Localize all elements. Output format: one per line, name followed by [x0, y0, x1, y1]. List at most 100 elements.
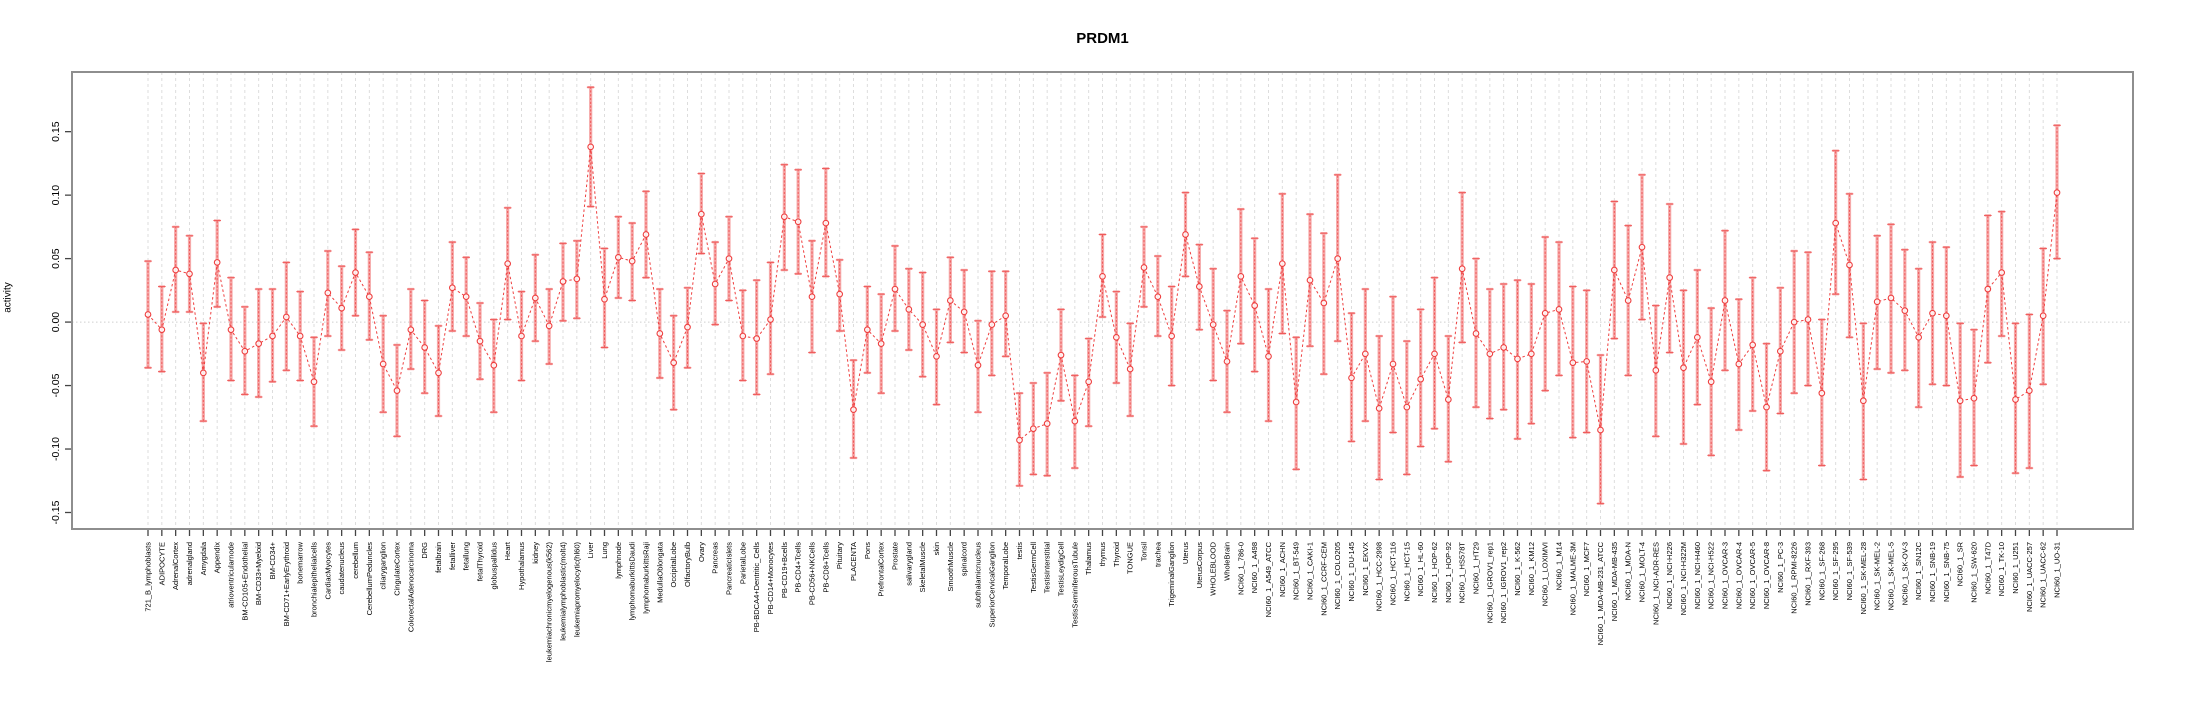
x-axis-label: NCI60_1_HS578T	[1458, 542, 1467, 604]
data-point	[393, 387, 401, 394]
x-axis-label: NCI60_1_NCI-H460	[1693, 542, 1702, 609]
data-point	[1693, 333, 1701, 341]
y-tick-label: 0.15	[50, 121, 62, 142]
x-axis-label: PB-CD8+Tcells	[821, 542, 830, 593]
x-axis-label: NCI60_1_HCT-15	[1402, 542, 1411, 602]
x-axis-label: PrefrontalCortex	[877, 542, 886, 597]
x-axis-label: NCI60_1_SF-295	[1831, 542, 1840, 600]
x-axis-label: fetalliver	[448, 542, 457, 570]
data-point	[919, 321, 927, 328]
data-point	[2012, 396, 2019, 403]
plot-box	[71, 71, 2134, 530]
x-axis-label: NCI60_1_SW-620	[1970, 542, 1979, 603]
data-point	[310, 378, 318, 386]
data-point	[559, 278, 567, 285]
x-axis-label: leukemialymphoblastic(molt4)	[559, 542, 568, 641]
x-axis-label: OccipitalLobe	[669, 542, 678, 587]
data-point	[1929, 309, 1936, 317]
x-axis-label: NCI60_1_NCI-H522	[1707, 542, 1716, 609]
x-axis-label: skin	[932, 542, 941, 555]
data-point	[352, 269, 359, 276]
x-axis-label: PLACENTA	[849, 542, 858, 581]
data-point	[1597, 426, 1604, 434]
x-axis-label: NCI60_1_HCC-2998	[1375, 542, 1384, 611]
x-axis-label: Pituitary	[835, 542, 844, 569]
x-axis-label: NCI60_1_SK-MEL-28	[1859, 542, 1868, 615]
data-point	[144, 311, 152, 318]
data-point	[1873, 298, 1881, 306]
data-point	[255, 340, 263, 348]
data-point	[642, 231, 650, 238]
data-point	[1583, 358, 1591, 365]
data-point	[1666, 274, 1674, 282]
data-point	[1915, 333, 1923, 341]
data-point	[1998, 269, 2006, 276]
data-point	[808, 293, 816, 301]
x-axis-label: NCI60_1_IGROV1_rep2	[1499, 542, 1508, 623]
data-point	[946, 297, 954, 304]
x-axis-label: NCI60_1_NCI-H226	[1665, 542, 1674, 609]
y-tick-label: -0.05	[50, 373, 62, 397]
data-point	[504, 260, 512, 268]
data-point	[1887, 294, 1895, 302]
x-axis-label: NCI60_1_UACC-257	[2025, 542, 2034, 612]
data-point	[1375, 405, 1383, 412]
x-axis-label: WholeBrain	[1223, 542, 1232, 581]
x-axis-label: NCI60_1_HT29	[1472, 542, 1481, 594]
x-axis-label: lymphomaburkittsDaudi	[628, 542, 637, 621]
data-point	[1099, 273, 1106, 280]
x-axis-label: NCI60_1_OVCAR-5	[1748, 542, 1757, 609]
data-point	[282, 313, 290, 321]
data-point	[269, 332, 276, 340]
data-point	[1680, 364, 1687, 372]
data-point	[670, 359, 678, 367]
data-point	[1431, 350, 1438, 358]
chart-title: PRDM1	[1076, 30, 1129, 47]
x-axis-label: fetallung	[462, 542, 471, 570]
data-point	[1417, 375, 1425, 383]
x-axis-label: TestisSeminiferousTubule	[1070, 542, 1079, 628]
x-axis-label: PancreaticIslets	[725, 542, 734, 595]
data-point	[1776, 347, 1784, 355]
data-point	[1168, 332, 1176, 340]
data-point	[407, 326, 415, 334]
x-axis-label: lymphomaburkittsRaji	[642, 542, 651, 614]
data-point	[753, 335, 761, 342]
x-axis-label: Thyroid	[1112, 542, 1121, 567]
x-axis-label: NCI60_1_HOP-92	[1444, 542, 1453, 603]
data-point	[435, 369, 442, 377]
x-axis-label: TestisInterstitial	[1043, 542, 1052, 594]
data-point	[1804, 316, 1812, 323]
data-point	[1306, 276, 1314, 284]
x-axis-label: NCI60_1_PC-3	[1776, 542, 1785, 593]
x-axis-label: fetalbrain	[434, 542, 443, 573]
data-point	[421, 344, 429, 351]
data-point	[172, 266, 180, 274]
x-axis-label: salivarygland	[904, 542, 913, 586]
data-point	[587, 143, 595, 151]
data-point	[836, 290, 844, 298]
data-point	[1112, 333, 1120, 341]
x-axis-label: ParietalLobe	[738, 542, 747, 584]
x-axis-label: Amygdala	[199, 541, 208, 575]
x-axis-label: subthalamicnucleus	[974, 542, 983, 608]
data-point	[1555, 306, 1563, 313]
x-axis-label: SkeletalMuscle	[918, 542, 927, 592]
data-point	[1071, 417, 1079, 425]
data-point	[1361, 350, 1369, 358]
x-axis-label: UterusCorpus	[1195, 542, 1204, 589]
x-axis-label: BM-CD33+Myeloid	[254, 542, 263, 605]
x-axis-label: MedullaOblongata	[655, 541, 664, 603]
data-point	[1334, 255, 1342, 262]
x-axis-label: Pancreas	[711, 542, 720, 574]
data-point	[1832, 219, 1840, 227]
x-axis-label: testis	[1015, 542, 1024, 560]
x-axis-label: ADIPOCYTE	[157, 542, 166, 585]
x-axis-label: TestisLeydigCell	[1057, 542, 1066, 597]
data-point	[1486, 350, 1494, 358]
data-point	[1721, 297, 1729, 304]
x-axis-label: ciliaryganglion	[379, 542, 388, 590]
data-point	[476, 337, 484, 345]
x-axis-label: BM-CD71+EarlyErythroid	[282, 542, 291, 626]
